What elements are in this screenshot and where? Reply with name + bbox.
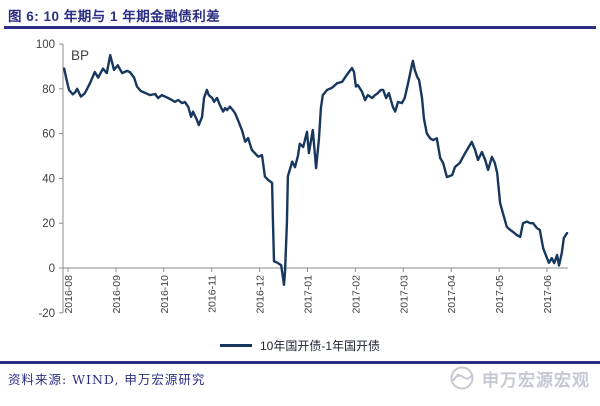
y-tick-label: 20 — [42, 218, 55, 230]
x-tick-label: 2017-02 — [350, 275, 362, 314]
y-tick-label: 40 — [42, 173, 55, 185]
brand-watermark: 申万宏源宏观 — [448, 364, 590, 392]
chart-legend: 10年国开债-1年国开债 — [0, 337, 600, 354]
source-attribution: 资料来源: WIND, 申万宏源研究 — [8, 372, 206, 387]
watermark-text: 申万宏源宏观 — [482, 370, 590, 390]
spread-line-series — [62, 54, 569, 286]
x-tick-label: 2016-09 — [111, 275, 123, 314]
x-tick-label: 2017-03 — [398, 275, 410, 314]
x-tick-label: 2016-11 — [207, 275, 219, 313]
x-tick-label: 2016-12 — [255, 275, 267, 314]
footer-divider-rule — [0, 361, 600, 364]
x-tick-label: 2016-10 — [159, 275, 171, 314]
y-tick-label: -20 — [38, 308, 55, 320]
x-tick-label: 2017-04 — [446, 275, 458, 314]
legend-label: 10年国开债-1年国开债 — [259, 339, 381, 353]
x-tick-label: 2017-01 — [303, 275, 315, 314]
y-unit-label: BP — [71, 48, 89, 63]
x-tick-label: 2017-06 — [542, 275, 554, 314]
y-tick-label: 80 — [42, 84, 55, 96]
x-tick-label: 2016-08 — [63, 275, 75, 314]
y-tick-label: 60 — [42, 129, 55, 141]
title-divider-rule — [4, 26, 596, 29]
legend-line-swatch — [219, 344, 252, 347]
spread-line-chart: 100 80 60 40 20 0 -20 2016-08 2016-09 2016-10 2016… — [36, 39, 569, 320]
figure-title: 图 6: 10 年期与 1 年期金融债利差 — [8, 9, 221, 24]
x-tick-label: 2017-05 — [494, 275, 506, 314]
y-tick-label: 100 — [36, 39, 55, 51]
y-tick-label: 0 — [49, 263, 55, 275]
watermark-logo-icon — [450, 366, 474, 390]
